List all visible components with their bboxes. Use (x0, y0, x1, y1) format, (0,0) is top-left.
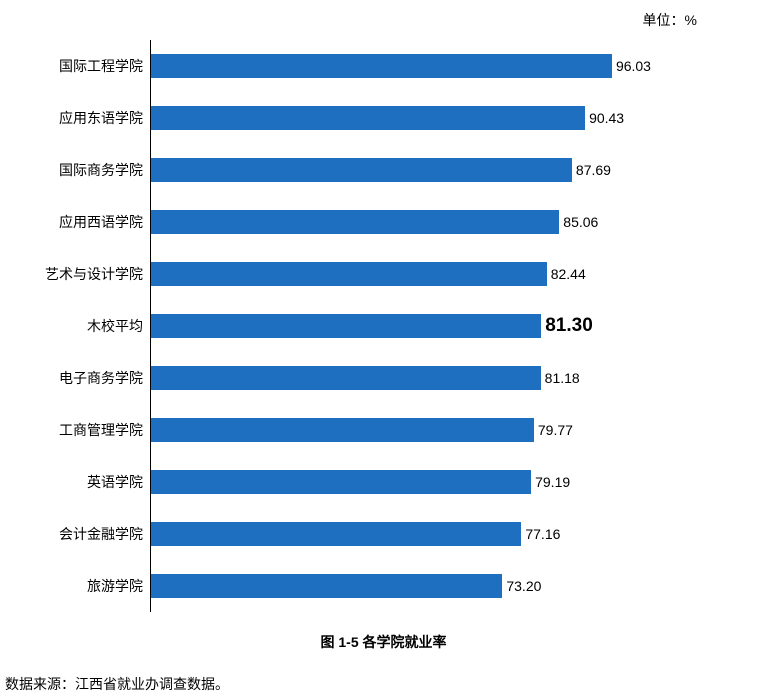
bar-value: 85.06 (563, 214, 598, 230)
bar: 79.19 (151, 470, 531, 494)
bar-value: 90.43 (589, 110, 624, 126)
bar-value: 81.30 (545, 315, 593, 337)
bar: 81.18 (151, 366, 541, 390)
bar-label: 应用东语学院 (59, 108, 143, 128)
bar-label: 英语学院 (87, 472, 143, 492)
bar-value: 82.44 (551, 266, 586, 282)
bar-label: 会计金融学院 (59, 524, 143, 544)
bar-label: 应用西语学院 (59, 212, 143, 232)
bar-row: 国际工程学院96.03 (151, 40, 727, 92)
bar-value: 77.16 (525, 526, 560, 542)
bar-label: 木校平均 (87, 316, 143, 336)
bar: 85.06 (151, 210, 559, 234)
bar-row: 应用西语学院85.06 (151, 196, 727, 248)
bar-label: 国际商务学院 (59, 160, 143, 180)
bar-value: 73.20 (506, 578, 541, 594)
bar: 96.03 (151, 54, 612, 78)
bar-value: 87.69 (576, 162, 611, 178)
bar-row: 国际商务学院87.69 (151, 144, 727, 196)
bar: 87.69 (151, 158, 572, 182)
bar-label: 电子商务学院 (59, 368, 143, 388)
bar-row: 工商管理学院79.77 (151, 404, 727, 456)
bar-value: 79.77 (538, 422, 573, 438)
chart-container: 单位：% 国际工程学院96.03应用东语学院90.43国际商务学院87.69应用… (0, 0, 767, 662)
bar-row: 木校平均81.30 (151, 300, 727, 352)
bar-label: 工商管理学院 (59, 420, 143, 440)
bar: 79.77 (151, 418, 534, 442)
bar-row: 应用东语学院90.43 (151, 92, 727, 144)
bar-row: 会计金融学院77.16 (151, 508, 727, 560)
bar: 90.43 (151, 106, 585, 130)
bar-value: 96.03 (616, 58, 651, 74)
bar: 81.30 (151, 314, 541, 338)
bar-row: 英语学院79.19 (151, 456, 727, 508)
bar-value: 81.18 (545, 370, 580, 386)
bar-row: 艺术与设计学院82.44 (151, 248, 727, 300)
bar-row: 旅游学院73.20 (151, 560, 727, 612)
bar-label: 艺术与设计学院 (45, 264, 143, 284)
bars-area: 国际工程学院96.03应用东语学院90.43国际商务学院87.69应用西语学院8… (150, 40, 727, 612)
chart-caption: 图 1-5 各学院就业率 (40, 632, 727, 652)
bar-value: 79.19 (535, 474, 570, 490)
bar-label: 旅游学院 (87, 576, 143, 596)
bar-label: 国际工程学院 (59, 56, 143, 76)
bar: 77.16 (151, 522, 521, 546)
bar: 73.20 (151, 574, 502, 598)
bar-row: 电子商务学院81.18 (151, 352, 727, 404)
bar: 82.44 (151, 262, 547, 286)
unit-label: 单位：% (643, 10, 697, 30)
data-source: 数据来源：江西省就业办调查数据。 (5, 674, 767, 694)
